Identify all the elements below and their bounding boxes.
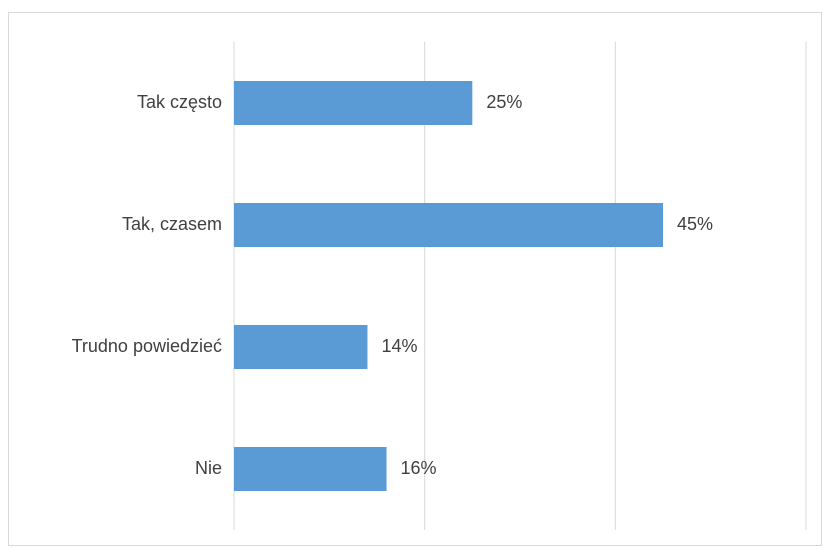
category-label: Tak często	[137, 92, 222, 112]
bar	[234, 447, 387, 491]
data-label: 25%	[486, 92, 522, 112]
category-labels: Tak często Tak, czasem Trudno powiedzieć Ni…	[72, 92, 222, 478]
data-labels: 25% 45% 14% 16%	[381, 92, 713, 478]
category-label: Tak, czasem	[122, 214, 222, 234]
bar	[234, 203, 663, 247]
category-label: Nie	[195, 458, 222, 478]
data-label: 45%	[677, 214, 713, 234]
data-label: 16%	[401, 458, 437, 478]
bars	[234, 81, 663, 491]
bar	[234, 325, 368, 369]
bar	[234, 81, 473, 125]
data-label: 14%	[381, 336, 417, 356]
category-label: Trudno powiedzieć	[72, 336, 222, 356]
